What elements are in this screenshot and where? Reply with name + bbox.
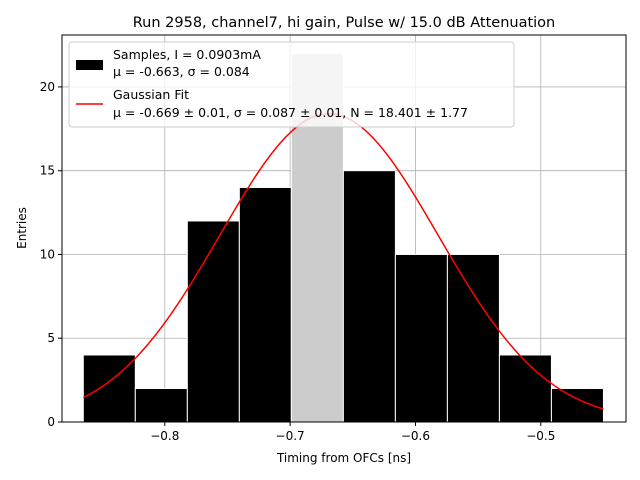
y-axis-ticks: 0 5 10 15 20 <box>40 80 62 429</box>
legend: Samples, I = 0.0903mA μ = -0.663, σ = 0.… <box>68 41 515 128</box>
y-tick-label: 10 <box>40 247 55 261</box>
histogram-bar <box>134 387 188 423</box>
y-tick-label: 20 <box>40 80 55 94</box>
x-tick-label: −0.5 <box>526 429 555 443</box>
x-tick-label: −0.8 <box>150 429 179 443</box>
y-tick-label: 0 <box>47 415 55 429</box>
histogram-bar <box>342 170 396 423</box>
histogram-bar <box>186 220 240 423</box>
y-tick-label: 5 <box>47 331 55 345</box>
legend-samples-label: Samples, I = 0.0903mA <box>113 47 261 62</box>
x-tick-label: −0.6 <box>401 429 430 443</box>
legend-samples-swatch <box>76 60 103 70</box>
y-tick-label: 15 <box>40 164 55 178</box>
histogram-bar <box>238 186 292 423</box>
histogram-bar <box>394 253 448 423</box>
legend-samples-stats: μ = -0.663, σ = 0.084 <box>113 64 250 79</box>
x-axis-ticks: −0.8 −0.7 −0.6 −0.5 <box>150 422 555 443</box>
histogram-bar <box>498 354 552 423</box>
x-tick-label: −0.7 <box>276 429 305 443</box>
plot-frame <box>61 34 627 423</box>
histogram-bar <box>446 253 500 423</box>
histogram-bar <box>550 387 604 423</box>
legend-fit-label: Gaussian Fit <box>113 87 189 102</box>
legend-frame <box>68 41 515 128</box>
y-axis-label: Entries <box>15 207 29 249</box>
x-axis-label: Timing from OFCs [ns] <box>276 451 411 465</box>
chart-title: Run 2958, channel7, hi gain, Pulse w/ 15… <box>133 15 556 31</box>
legend-fit-stats: μ = -0.669 ± 0.01, σ = 0.087 ± 0.01, N =… <box>113 105 468 120</box>
